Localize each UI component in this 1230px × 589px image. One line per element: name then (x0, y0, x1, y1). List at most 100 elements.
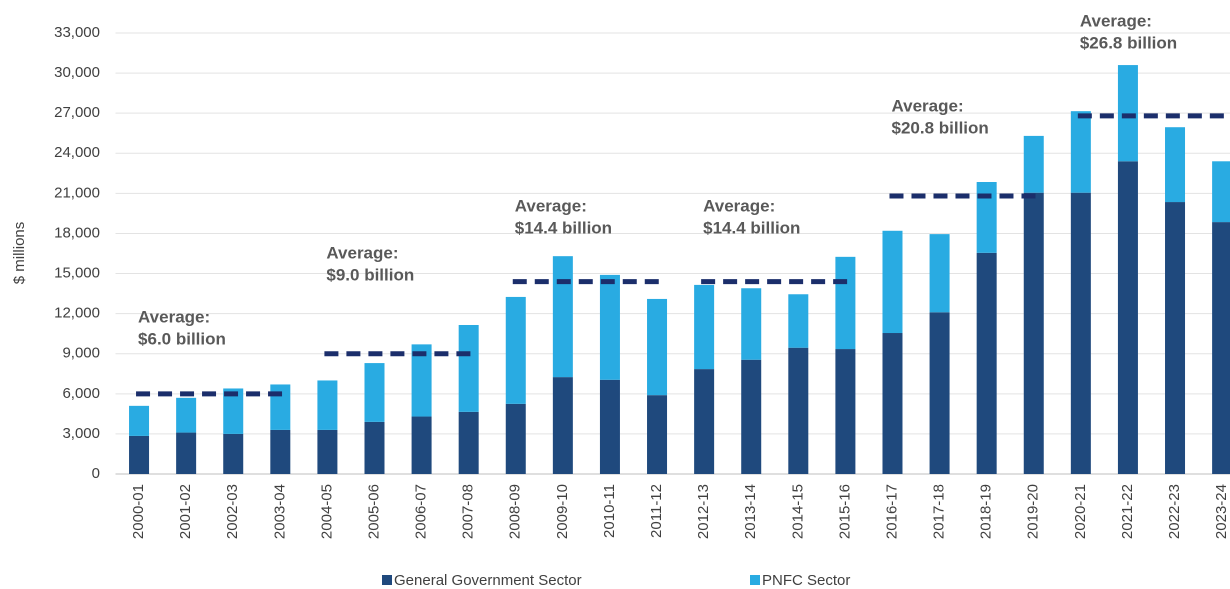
y-tick-label: 21,000 (54, 184, 100, 201)
annotation-label: Average: (891, 96, 963, 115)
bar-segment (741, 288, 762, 360)
bar-segment (647, 395, 668, 474)
y-tick-label: 24,000 (54, 144, 100, 161)
annotation-label: Average: (138, 307, 210, 326)
bar-segment (552, 256, 573, 378)
bar-segment (364, 421, 385, 474)
bar-segment (882, 230, 903, 334)
bar-segment (364, 363, 385, 422)
annotation-label: Average: (515, 196, 587, 215)
x-tick-label: 2003-04 (271, 484, 288, 539)
bar-segment (458, 411, 479, 474)
x-tick-label: 2012-13 (695, 484, 712, 539)
bar-segment (176, 397, 197, 433)
x-tick-label: 2004-05 (318, 484, 335, 539)
bar-segment (882, 333, 903, 474)
bar-segment (599, 274, 620, 380)
bar-segment (552, 377, 573, 474)
y-tick-label: 18,000 (54, 224, 100, 241)
x-tick-label: 2011-12 (648, 484, 665, 538)
y-tick-label: 15,000 (54, 265, 100, 282)
bar-segment (1165, 127, 1186, 203)
bar-segment (976, 252, 997, 474)
x-tick-label: 2016-17 (883, 484, 900, 539)
annotation-value: $14.4 billion (703, 218, 800, 237)
y-tick-label: 9,000 (62, 345, 100, 362)
bar-segment (411, 344, 432, 417)
bar-segment (317, 429, 338, 474)
x-tick-label: 2001-02 (177, 484, 194, 539)
x-tick-label: 2023-24 (1213, 484, 1230, 539)
x-tick-label: 2015-16 (836, 484, 853, 539)
annotation-value: $6.0 billion (138, 329, 226, 348)
bar-segment (1070, 192, 1091, 475)
bar-segment (1023, 192, 1044, 475)
x-tick-label: 2019-20 (1025, 484, 1042, 539)
x-tick-label: 2018-19 (978, 484, 995, 539)
bar-segment (1070, 111, 1091, 193)
bar-segment (505, 403, 526, 474)
bar-segment (129, 405, 150, 436)
bar-segment (176, 432, 197, 474)
y-axis-title: $ millions (11, 222, 28, 285)
x-tick-label: 2005-06 (365, 484, 382, 539)
y-tick-label: 33,000 (54, 24, 100, 41)
x-tick-label: 2007-08 (460, 484, 477, 539)
x-tick-label: 2014-15 (789, 484, 806, 539)
annotation-value: $20.8 billion (891, 118, 988, 137)
bar-segment (599, 379, 620, 474)
x-tick-label: 2006-07 (413, 484, 430, 539)
bar-segment (929, 234, 950, 313)
bar-segment (835, 256, 856, 350)
x-tick-label: 2009-10 (554, 484, 571, 539)
bar-segment (317, 380, 338, 430)
bar-segment (458, 324, 479, 412)
bar-segment (270, 384, 291, 430)
legend-swatch (750, 575, 760, 585)
x-tick-label: 2017-18 (931, 484, 948, 539)
x-tick-label: 2000-01 (130, 484, 147, 539)
x-tick-label: 2022-23 (1166, 484, 1183, 539)
bar-segment (1117, 161, 1138, 475)
y-tick-label: 3,000 (62, 425, 100, 442)
y-tick-label: 30,000 (54, 64, 100, 81)
y-tick-label: 27,000 (54, 104, 100, 121)
bar-segment (788, 347, 809, 474)
bar-segment (270, 429, 291, 474)
bar-segment (223, 388, 244, 434)
legend-label: PNFC Sector (762, 572, 850, 589)
bar-segment (1212, 161, 1230, 223)
bar-segment (694, 284, 715, 370)
annotation-label: Average: (1080, 11, 1152, 30)
y-tick-label: 6,000 (62, 385, 100, 402)
annotation-value: $26.8 billion (1080, 33, 1177, 52)
x-tick-label: 2008-09 (507, 484, 524, 539)
y-tick-label: 0 (92, 465, 100, 482)
bar-segment (411, 416, 432, 474)
bar-segment (788, 294, 809, 348)
annotation-label: Average: (703, 196, 775, 215)
legend-label: General Government Sector (394, 572, 582, 589)
y-tick-label: 12,000 (54, 305, 100, 322)
bar-segment (1165, 202, 1186, 475)
bar-segment (835, 349, 856, 474)
bar-segment (647, 298, 668, 396)
x-tick-label: 2013-14 (742, 484, 759, 539)
x-tick-label: 2020-21 (1072, 484, 1089, 539)
x-tick-label: 2021-22 (1119, 484, 1136, 539)
x-tick-label: 2010-11 (601, 484, 618, 538)
annotation-value: $14.4 billion (515, 218, 612, 237)
legend-swatch (382, 575, 392, 585)
bar-segment (1212, 222, 1230, 474)
x-tick-label: 2002-03 (224, 484, 241, 539)
annotation-label: Average: (326, 243, 398, 262)
annotation-value: $9.0 billion (326, 265, 414, 284)
bar-segment (1023, 135, 1044, 193)
bar-segment (223, 433, 244, 474)
bar-segment (694, 369, 715, 474)
bar-segment (741, 359, 762, 474)
bar-segment (505, 296, 526, 404)
bar-segment (929, 312, 950, 474)
bar-segment (976, 182, 997, 253)
